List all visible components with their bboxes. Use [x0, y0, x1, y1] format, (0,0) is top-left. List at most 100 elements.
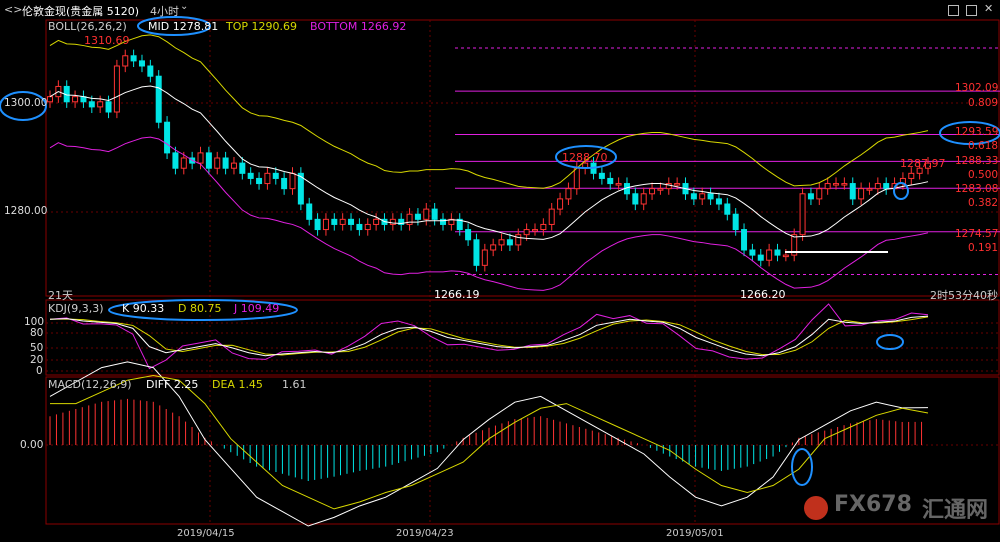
candle-body [925, 162, 931, 169]
close-icon[interactable]: ✕ [984, 2, 994, 15]
kdj-d: D 80.75 [178, 302, 222, 315]
candle-body [916, 167, 923, 174]
instrument-title: 伦敦金现(贵金属 5120) [22, 5, 140, 18]
annot-mid-ellipse [137, 16, 211, 36]
candle-body [674, 183, 681, 186]
fib-price-0191: 1274.57 [955, 228, 999, 240]
annot-peak-ellipse [555, 145, 617, 169]
candle-body [573, 167, 580, 190]
candle-body [732, 213, 739, 231]
candle-body [874, 183, 881, 190]
kdj-k-line [49, 315, 929, 357]
maximize-icon[interactable] [966, 5, 977, 19]
candle-body [414, 213, 421, 220]
boll-mid: MID 1278.81 [148, 20, 219, 33]
candle-body [807, 193, 814, 200]
fib-ratio-0500: 0.500 [968, 169, 999, 181]
candle-body [147, 65, 154, 77]
candle-body [456, 218, 463, 231]
boll-mid-line [49, 85, 929, 240]
candle-body [465, 229, 472, 241]
candle-body [632, 193, 639, 205]
candle-body [640, 193, 647, 205]
candle-body [314, 218, 321, 231]
candle-body [406, 213, 413, 225]
minimize-icon[interactable] [948, 5, 959, 19]
fib-ratio-0191: 0.191 [968, 242, 999, 254]
candle-body [197, 152, 204, 164]
annot-fib-ellipse [939, 121, 1000, 145]
candle-body [281, 177, 288, 190]
candle-body [799, 193, 806, 236]
candle-body [841, 183, 848, 186]
boll-lower-line [49, 136, 929, 291]
title-bar: <> 伦敦金现(贵金属 5120) 4小时 ⌄ ✕ [0, 0, 1000, 20]
low1-label: 1266.19 [434, 288, 480, 301]
candle-body [256, 177, 263, 185]
candle-body [322, 218, 329, 231]
annot-macd-ellipse [791, 448, 813, 486]
candle-body [791, 234, 798, 256]
candle-body [490, 244, 497, 251]
candle-body [473, 239, 480, 266]
candle-body [356, 223, 363, 231]
candle-body [88, 101, 95, 108]
price-tick-1300: 1300.00 [4, 97, 48, 109]
boll-label: BOLL(26,26,2) [48, 20, 127, 33]
candle-body [782, 254, 789, 258]
kdj-k: K 90.33 [122, 302, 165, 315]
candle-body [557, 198, 564, 210]
kdj-tick-0: 0 [36, 365, 43, 377]
kdj-tick-50: 50 [30, 342, 44, 354]
candle-body [348, 218, 355, 225]
candle-body [540, 223, 547, 231]
candle-body [749, 249, 756, 256]
candle-body [389, 218, 396, 225]
kdj-j-line [49, 303, 929, 370]
kdj-tick-80: 80 [30, 327, 44, 339]
macd-diff-line [49, 361, 929, 527]
period-selector[interactable]: 4小时 [150, 5, 179, 18]
candle-body [707, 193, 714, 200]
chevron-down-icon[interactable]: ⌄ [180, 1, 189, 12]
candle-body [908, 172, 915, 179]
candle-body [481, 249, 488, 266]
candle-body [239, 162, 246, 174]
candle-body [690, 193, 697, 200]
candle-body [398, 218, 405, 225]
candle-body [506, 239, 513, 246]
last-price-label: 1287.97 [900, 157, 946, 170]
boll-upper-line [49, 34, 929, 189]
candle-body [774, 249, 781, 256]
candle-body [649, 188, 656, 195]
fib-price-0809: 1302.09 [955, 82, 999, 94]
candle-body [164, 121, 171, 154]
boll-bottom: BOTTOM 1266.92 [310, 20, 407, 33]
candle-body [699, 193, 706, 200]
candle-body [757, 254, 764, 261]
candle-body [531, 229, 538, 232]
peak-mid-label: 1288.70 [562, 151, 608, 164]
annot-1300-ellipse [0, 91, 47, 121]
kdj-tick-100: 100 [24, 316, 45, 328]
date-label-0415: 2019/04/15 [177, 528, 235, 539]
candle-body [122, 55, 129, 67]
back-forward-icon[interactable]: <> [4, 3, 23, 16]
date-label-0423: 2019/04/23 [396, 528, 454, 539]
annot-kdj-ellipse [108, 299, 298, 321]
macd-value: 1.61 [282, 378, 307, 391]
candle-body [816, 188, 823, 200]
fib-ratio-0382: 0.382 [968, 197, 999, 209]
candle-body [247, 172, 254, 179]
kdj-panel-frame [45, 299, 1000, 376]
candle-body [364, 223, 371, 231]
main-panel-frame [45, 19, 1000, 297]
fib-ratio-0809: 0.809 [968, 97, 999, 109]
candle-body [339, 218, 346, 225]
fib-price-0618: 1293.59 [955, 126, 999, 138]
candle-body [858, 188, 865, 200]
candle-body [289, 172, 296, 190]
candle-body [331, 218, 338, 225]
date-label-0501: 2019/05/01 [666, 528, 724, 539]
